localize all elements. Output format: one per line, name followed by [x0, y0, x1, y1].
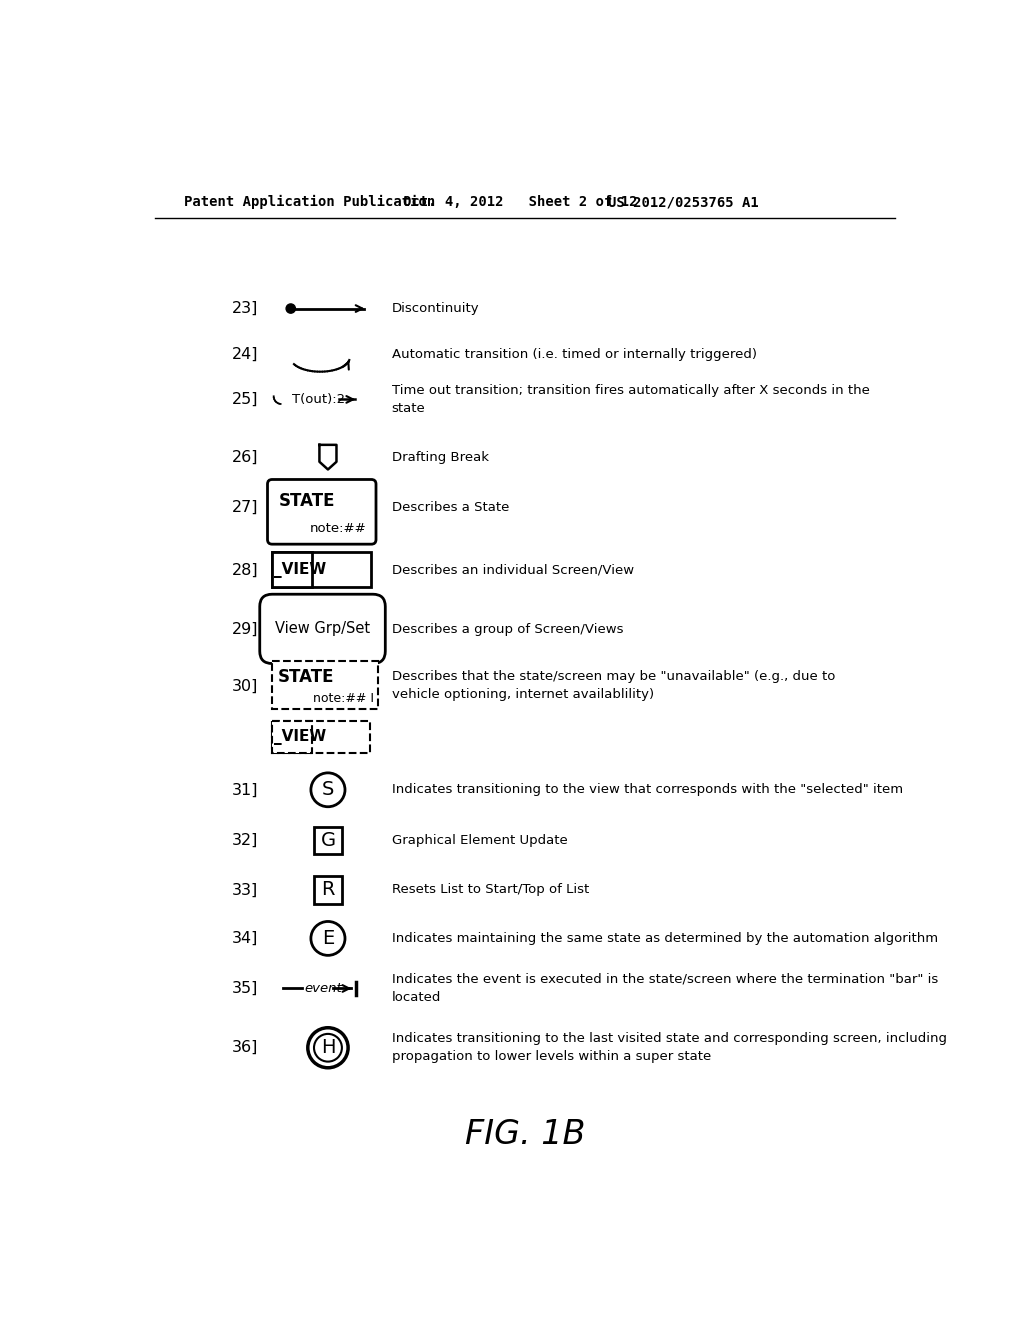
- Circle shape: [314, 1034, 342, 1061]
- Text: R: R: [322, 880, 335, 899]
- Text: Indicates maintaining the same state as determined by the automation algorithm: Indicates maintaining the same state as …: [391, 932, 938, 945]
- Bar: [314, 826, 342, 854]
- Text: Automatic transition (i.e. timed or internally triggered): Automatic transition (i.e. timed or inte…: [391, 348, 757, 362]
- Text: T(out):2: T(out):2: [292, 393, 345, 407]
- Text: _VIEW: _VIEW: [274, 561, 327, 578]
- Text: 31]: 31]: [231, 783, 258, 797]
- Text: Describes a State: Describes a State: [391, 500, 509, 513]
- Text: FIG. 1B: FIG. 1B: [465, 1118, 585, 1151]
- Text: 26]: 26]: [231, 450, 258, 465]
- Text: H: H: [321, 1039, 335, 1057]
- Text: STATE: STATE: [280, 492, 336, 510]
- Text: Describes an individual Screen/View: Describes an individual Screen/View: [391, 564, 634, 577]
- Circle shape: [311, 921, 345, 956]
- Text: Drafting Break: Drafting Break: [391, 450, 488, 463]
- Circle shape: [308, 1028, 348, 1068]
- Text: 36]: 36]: [231, 1040, 258, 1055]
- Text: Resets List to Start/Top of List: Resets List to Start/Top of List: [391, 883, 589, 896]
- Circle shape: [286, 304, 295, 313]
- Text: Describes a group of Screen/Views: Describes a group of Screen/Views: [391, 623, 623, 636]
- Text: Indicates transitioning to the last visited state and corresponding screen, incl: Indicates transitioning to the last visi…: [391, 1032, 946, 1063]
- Text: Discontinuity: Discontinuity: [391, 302, 479, 315]
- Bar: [272, 552, 312, 587]
- Text: STATE: STATE: [278, 668, 334, 685]
- Text: 30]: 30]: [231, 678, 258, 693]
- FancyBboxPatch shape: [260, 594, 385, 664]
- Text: E: E: [322, 929, 334, 948]
- Text: 32]: 32]: [231, 833, 258, 849]
- Bar: [272, 661, 378, 709]
- Text: Indicates the event is executed in the state/screen where the termination "bar" : Indicates the event is executed in the s…: [391, 973, 938, 1005]
- Text: event: event: [304, 982, 342, 995]
- Text: 33]: 33]: [232, 882, 258, 898]
- Bar: [272, 721, 312, 752]
- Text: 29]: 29]: [231, 622, 258, 638]
- Text: _VIEW: _VIEW: [274, 729, 327, 744]
- Bar: [272, 721, 370, 752]
- Bar: [272, 552, 372, 587]
- Circle shape: [311, 774, 345, 807]
- Text: 34]: 34]: [231, 931, 258, 946]
- Text: 24]: 24]: [231, 347, 258, 362]
- Text: note:## I: note:## I: [313, 692, 375, 705]
- Text: 35]: 35]: [231, 981, 258, 997]
- Text: Oct. 4, 2012   Sheet 2 of 12: Oct. 4, 2012 Sheet 2 of 12: [403, 195, 638, 210]
- Text: Patent Application Publication: Patent Application Publication: [183, 195, 435, 210]
- Text: 27]: 27]: [231, 500, 258, 515]
- Text: S: S: [322, 780, 334, 800]
- Text: 23]: 23]: [231, 301, 258, 315]
- Bar: [314, 876, 342, 904]
- Text: US 2012/0253765 A1: US 2012/0253765 A1: [608, 195, 759, 210]
- Text: Describes that the state/screen may be "unavailable" (e.g., due to
vehicle optio: Describes that the state/screen may be "…: [391, 671, 835, 701]
- Text: Indicates transitioning to the view that corresponds with the "selected" item: Indicates transitioning to the view that…: [391, 783, 902, 796]
- Text: Graphical Element Update: Graphical Element Update: [391, 834, 567, 847]
- FancyBboxPatch shape: [267, 479, 376, 544]
- Text: G: G: [321, 832, 336, 850]
- Text: 25]: 25]: [231, 392, 258, 407]
- Text: Time out transition; transition fires automatically after X seconds in the
state: Time out transition; transition fires au…: [391, 384, 869, 414]
- Text: note:##: note:##: [310, 523, 367, 536]
- Text: View Grp/Set: View Grp/Set: [275, 622, 370, 636]
- Text: 28]: 28]: [231, 562, 258, 578]
